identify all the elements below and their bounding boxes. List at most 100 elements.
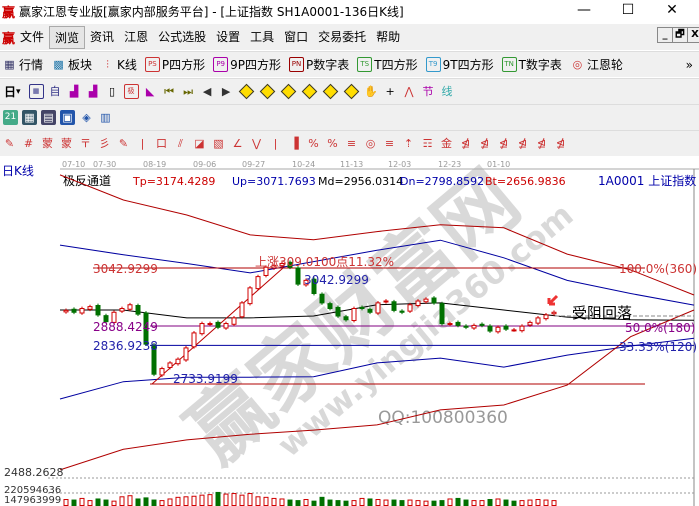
drawing-tool-icon[interactable]: 彡 (99, 137, 110, 150)
next-icon[interactable]: ▶ (221, 85, 231, 98)
drawing-tool-icon[interactable]: ◪ (194, 137, 205, 150)
period-dropdown-icon[interactable]: ▾ (16, 86, 21, 97)
calendar-icon[interactable]: 21 (3, 110, 18, 125)
section-icon[interactable]: 节 (422, 85, 434, 98)
mdi-close-button[interactable]: X (687, 27, 699, 43)
menu-item[interactable]: 公式选股 (158, 29, 207, 44)
gann-icon[interactable]: 极 (123, 84, 139, 99)
prev-icon[interactable]: ◀ (202, 85, 212, 98)
color-icon[interactable]: ◣ (145, 85, 155, 98)
maximize-button[interactable]: ☐ (621, 2, 635, 18)
drawing-tool-icon[interactable]: ⋬ (555, 137, 566, 150)
drawing-tool-icon[interactable]: ⋬ (498, 137, 509, 150)
save-icon[interactable]: ▣ (60, 110, 75, 125)
candle-body (159, 368, 165, 376)
scroll-right-icon[interactable] (259, 83, 275, 100)
drawing-tool-icon[interactable]: ≡ (384, 137, 395, 150)
indicator3-icon[interactable]: ▟ (69, 85, 79, 98)
close-button[interactable]: ✕ (666, 2, 678, 18)
drawing-tool-icon[interactable]: ✎ (118, 137, 129, 150)
mdi-restore-button[interactable]: 🗗 (672, 27, 688, 43)
menu-item[interactable]: 文件 (20, 29, 45, 44)
drawing-tool-icon[interactable]: ▧ (213, 137, 224, 150)
drawing-tool-icon[interactable]: 〒 (80, 137, 91, 150)
menu-item[interactable]: 江恩 (124, 29, 149, 44)
toolbar-button[interactable]: TS T四方形 (355, 56, 418, 73)
menu-item[interactable]: 帮助 (376, 29, 401, 44)
menu-item[interactable]: 浏览 (49, 25, 86, 49)
ps-icon: PS (144, 57, 160, 72)
drawing-tool-icon[interactable]: # (23, 137, 34, 150)
draw-line-icon[interactable]: ⋀ (404, 85, 414, 98)
self-select-icon[interactable]: 自 (49, 85, 61, 98)
candle-body (183, 347, 189, 361)
toolbar-button[interactable]: PN P数字表 (287, 56, 349, 73)
drawing-tool-icon[interactable]: 口 (156, 137, 167, 150)
calculator-icon[interactable]: ▦ (22, 110, 37, 125)
drawing-tool-icon[interactable]: ⋬ (479, 137, 490, 150)
volume-bar (311, 500, 317, 506)
minimize-button[interactable]: — (577, 2, 591, 18)
chart-type-icon[interactable]: ▦ (28, 84, 44, 99)
last-page-icon[interactable]: ⏭ (183, 85, 193, 98)
toolbar-button[interactable]: ▩ 板块 (49, 56, 92, 73)
toolbar-button[interactable]: ⫶ K线 (98, 56, 137, 73)
volume-bar (79, 497, 85, 506)
expand-icon[interactable] (322, 83, 338, 100)
drawing-tool-icon[interactable]: ⋬ (460, 137, 471, 150)
drawing-tool-icon[interactable]: % (327, 137, 338, 150)
menu-item[interactable]: 窗口 (284, 29, 309, 44)
drawing-tool-icon[interactable]: ⋬ (517, 137, 528, 150)
toolbar-label: T数字表 (518, 58, 562, 72)
drawing-tool-icon[interactable]: ⋬ (536, 137, 547, 150)
first-page-icon[interactable]: ⏮ (164, 85, 174, 98)
toolbar-button[interactable]: PS P四方形 (143, 56, 205, 73)
candle-body (135, 305, 141, 315)
candle-body (151, 344, 157, 375)
drawing-tool-icon[interactable]: | (140, 137, 145, 150)
drawing-tool-icon[interactable]: ✎ (4, 137, 15, 150)
toolbar-button[interactable]: TN T数字表 (500, 56, 562, 73)
crosshair-icon[interactable]: + (385, 85, 395, 98)
candle-body (439, 303, 445, 325)
toolbar-button[interactable]: P9 9P四方形 (211, 56, 281, 73)
print-icon[interactable]: ▥ (100, 111, 111, 124)
menu-item[interactable]: 设置 (216, 29, 241, 44)
drawing-tool-icon[interactable]: ◎ (365, 137, 376, 150)
zoom-in-icon[interactable] (301, 83, 317, 100)
menu-item[interactable]: 工具 (250, 29, 275, 44)
drawing-tool-icon[interactable]: ☶ (422, 137, 433, 150)
menu-item[interactable]: 资讯 (90, 29, 115, 44)
period-select[interactable]: 日 (4, 85, 17, 99)
drawing-tool-icon[interactable]: ≡ (346, 137, 357, 150)
scroll-left-icon[interactable] (238, 83, 254, 100)
drawing-tool-icon[interactable]: ⋁ (251, 137, 262, 150)
toolbar-button[interactable]: ▦ 行情 (0, 56, 43, 73)
drawing-tool-icon[interactable]: 蒙 (42, 137, 53, 150)
toolbar-more-button[interactable]: » (685, 57, 693, 72)
drawing-tool-icon[interactable]: ⫽ (178, 137, 183, 150)
line-tool-icon[interactable]: 线 (441, 85, 453, 98)
drawing-tool-icon[interactable]: 蒙 (61, 137, 72, 150)
candle-body (71, 308, 77, 313)
drawing-tool-icon[interactable]: | (273, 137, 278, 150)
zoom-out-icon[interactable] (280, 83, 296, 100)
mdi-minimize-button[interactable]: _ (657, 27, 673, 43)
toolbar-button[interactable]: ◎ 江恩轮 (568, 56, 623, 73)
drawing-tool-icon[interactable]: ∠ (232, 137, 243, 150)
network-icon[interactable]: ◈ (82, 111, 91, 124)
notes-icon[interactable]: ▤ (41, 110, 56, 125)
toolbar-button[interactable]: T9 9T四方形 (424, 56, 494, 73)
candle-type-icon[interactable]: ▯ (109, 85, 116, 98)
volume-bar (319, 496, 325, 506)
indicator9-icon[interactable]: ▟ (88, 85, 98, 98)
kline-chart[interactable]: 赢家财富网 www.yingjia360.com QQ:100800360 07… (0, 157, 699, 506)
drawing-tool-icon[interactable]: ⇡ (403, 137, 414, 150)
drawing-tool-icon[interactable]: ▐ (290, 137, 299, 150)
hand-icon[interactable]: ✋ (364, 85, 378, 98)
app-logo: 赢 (2, 5, 16, 21)
menu-item[interactable]: 交易委托 (318, 29, 367, 44)
drawing-tool-icon[interactable]: % (308, 137, 319, 150)
drawing-tool-icon[interactable]: 金 (441, 137, 452, 150)
shrink-icon[interactable] (343, 83, 359, 100)
